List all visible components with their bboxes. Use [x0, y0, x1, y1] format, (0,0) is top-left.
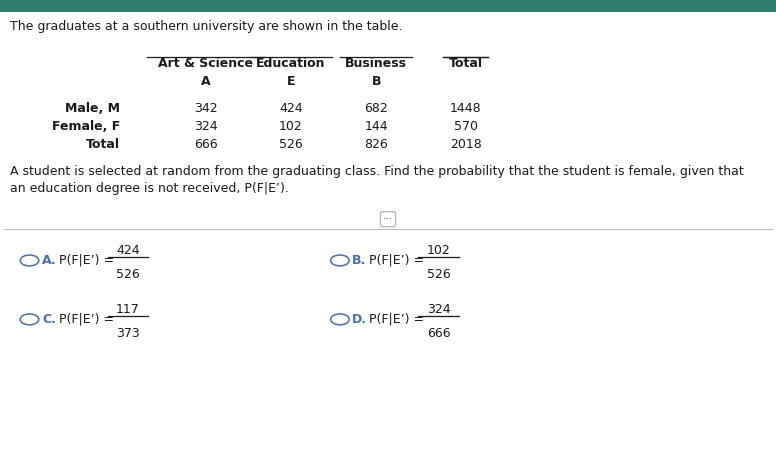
Text: Business: Business [345, 57, 407, 70]
Text: 117: 117 [116, 303, 140, 316]
Text: 526: 526 [427, 268, 450, 281]
Text: P(F|E’) =: P(F|E’) = [59, 254, 114, 267]
Text: The graduates at a southern university are shown in the table.: The graduates at a southern university a… [10, 20, 403, 34]
Text: 373: 373 [116, 327, 140, 340]
Text: Education: Education [256, 57, 326, 70]
Text: D.: D. [352, 313, 367, 326]
Text: 324: 324 [427, 303, 450, 316]
Text: Female, F: Female, F [52, 120, 120, 133]
Text: B.: B. [352, 254, 366, 267]
Text: 526: 526 [116, 268, 140, 281]
Circle shape [20, 314, 39, 325]
Text: P(F|E’) =: P(F|E’) = [59, 313, 114, 326]
Text: 826: 826 [365, 138, 388, 151]
Text: A.: A. [42, 254, 57, 267]
Text: A: A [201, 75, 210, 88]
Text: 424: 424 [279, 102, 303, 115]
Circle shape [331, 255, 349, 266]
Text: 526: 526 [279, 138, 303, 151]
Text: Art & Science: Art & Science [158, 57, 253, 70]
Circle shape [20, 255, 39, 266]
Text: C.: C. [42, 313, 56, 326]
Text: 1448: 1448 [450, 102, 481, 115]
Text: 324: 324 [194, 120, 217, 133]
Text: 102: 102 [427, 244, 450, 257]
Text: ···: ··· [383, 214, 393, 224]
Text: 424: 424 [116, 244, 140, 257]
Text: 102: 102 [279, 120, 303, 133]
Text: 682: 682 [365, 102, 388, 115]
Circle shape [331, 314, 349, 325]
Text: Male, M: Male, M [65, 102, 120, 115]
Text: A student is selected at random from the graduating class. Find the probability : A student is selected at random from the… [10, 165, 744, 178]
Text: Total: Total [449, 57, 483, 70]
Text: Total: Total [86, 138, 120, 151]
Text: E: E [287, 75, 295, 88]
Text: 144: 144 [365, 120, 388, 133]
Bar [0, 0, 776, 12]
Text: 666: 666 [427, 327, 450, 340]
Text: P(F|E’) =: P(F|E’) = [369, 254, 424, 267]
Text: an education degree is not received, P(F|E’).: an education degree is not received, P(F… [10, 182, 289, 195]
Text: 2018: 2018 [450, 138, 481, 151]
Text: 666: 666 [194, 138, 217, 151]
Text: 342: 342 [194, 102, 217, 115]
Text: P(F|E’) =: P(F|E’) = [369, 313, 424, 326]
Text: B: B [372, 75, 381, 88]
Text: 570: 570 [454, 120, 477, 133]
